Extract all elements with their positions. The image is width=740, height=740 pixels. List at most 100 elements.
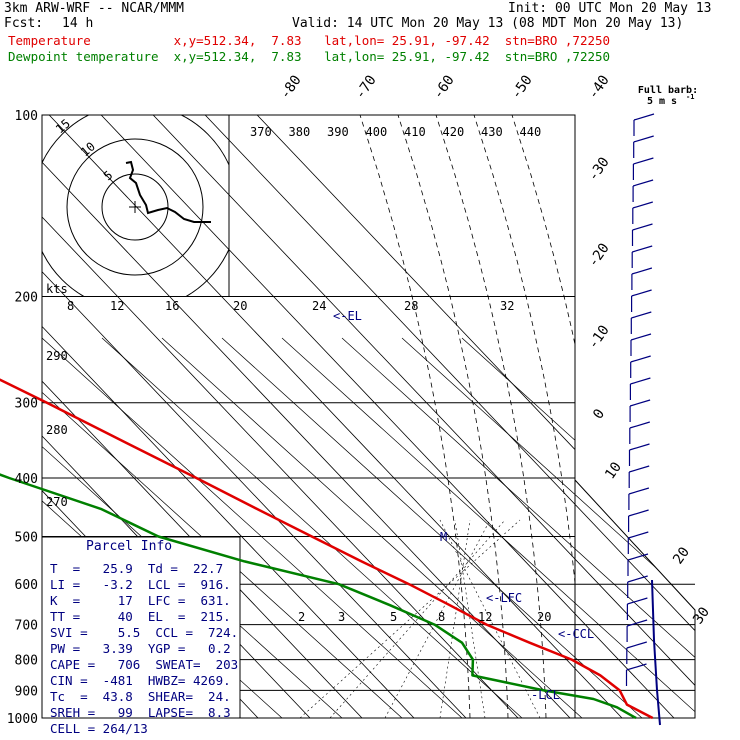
melting-marker: M: [440, 530, 447, 544]
ccl-marker: <-CCL: [558, 627, 594, 641]
parcel-info-title: Parcel Info: [86, 539, 173, 554]
forecast-label: Fcst:: [4, 16, 44, 31]
dewpoint-profile: [0, 473, 637, 720]
theta-label: 370: [250, 125, 272, 139]
isotherm: [48, 115, 623, 718]
wind-barb: [630, 333, 652, 341]
temperature-label: -80: [277, 72, 305, 102]
mixing-ratio-line: [454, 519, 486, 719]
parcel-info-row: LI = -3.2 LCL = 916.: [50, 577, 231, 592]
mixing-ratio-label: 12: [478, 610, 492, 624]
wind-barb: [629, 465, 650, 473]
wind-barb: [631, 289, 652, 297]
hodograph-ring-label: 10: [78, 139, 98, 159]
el-marker: <-EL: [333, 309, 362, 323]
skewt-grid: [41, 114, 696, 719]
plot-frame-extension: [574, 479, 696, 719]
wind-barb: [632, 223, 653, 231]
wind-barb: [628, 487, 650, 495]
wind-barb: [632, 179, 654, 187]
parcel-info-row: T = 25.9 Td = 22.7: [50, 561, 224, 576]
pressure-label: 400: [15, 472, 38, 487]
parcel-info-panel: Parcel Info T = 25.9 Td = 22.7 LI = -3.2 …: [44, 537, 240, 736]
theta-label: 410: [404, 125, 426, 139]
wind-barbs: [625, 113, 661, 726]
temperature-label: 30: [690, 604, 713, 627]
theta-label: 420: [443, 125, 465, 139]
pressure-label: 800: [15, 654, 38, 669]
barb-legend-sup: -1: [686, 93, 694, 101]
dewpoint-legend: Dewpoint temperature x,y=512.34, 7.83 la…: [8, 49, 611, 64]
pressure-label: 700: [15, 619, 38, 634]
temperature-label: -10: [585, 322, 613, 352]
temperature-label: -20: [585, 240, 613, 270]
hodograph-trace: [125, 160, 211, 223]
parcel-info-rows: T = 25.9 Td = 22.7 LI = -3.2 LCL = 916. K …: [50, 561, 238, 737]
knots-label: 20: [233, 299, 247, 313]
isotherm: [256, 115, 695, 718]
dry-adiabat: [401, 337, 695, 718]
hodograph-ring-label: 5: [101, 168, 116, 183]
dry-adiabat: [101, 337, 523, 718]
barb-legend-line2: 5 m s: [647, 96, 677, 107]
theta-label: 430: [481, 125, 503, 139]
wind-barb: [631, 311, 652, 319]
temperature-label: 0: [590, 406, 608, 422]
dry-adiabat: [221, 337, 643, 718]
wind-barb: [628, 509, 649, 517]
parcel-info-row: PW = 3.39 YGP = 0.2: [50, 641, 231, 656]
hodograph-ring-label: 15: [53, 116, 73, 136]
wind-barb: [627, 553, 649, 561]
parcel-info-row: SREH = 99 LAPSE= 8.3: [50, 705, 231, 720]
valid-time: Valid: 14 UTC Mon 20 May 13 (08 MDT Mon …: [292, 16, 684, 31]
wind-barb: [629, 421, 650, 429]
wind-barb: [630, 355, 651, 363]
pressure-label: 1000: [7, 712, 38, 727]
hodograph-ring: [101, 173, 169, 241]
mixing-ratio-label: 2: [298, 610, 305, 624]
theta-left-label: 280: [46, 423, 68, 437]
wind-barb: [626, 663, 647, 671]
temperature-label: -50: [508, 72, 536, 102]
wind-barb: [632, 245, 653, 253]
wind-barb: [628, 531, 649, 539]
theta-left-label: 290: [46, 349, 68, 363]
mixing-ratio-line: [299, 519, 521, 719]
isotherm: [42, 115, 467, 718]
dry-adiabat: [42, 337, 403, 718]
wind-barb: [626, 619, 648, 627]
mixing-ratio-label: 20: [537, 610, 551, 624]
isotherm: [42, 115, 415, 718]
isotherm: [152, 115, 695, 718]
wind-barb: [627, 597, 648, 605]
temperature-legend: Temperature x,y=512.34, 7.83 lat,lon= 25…: [8, 33, 611, 48]
barb-legend-line1: Full barb:: [638, 85, 698, 96]
parcel-info-row: CELL = 264/13: [50, 721, 148, 736]
pressure-label: 500: [15, 530, 38, 545]
dry-adiabat: [42, 337, 463, 718]
lfc-marker: <-LFC: [486, 591, 522, 605]
parcel-info-row: TT = 40 EL = 215.: [50, 609, 231, 624]
pressure-label: 200: [15, 291, 38, 306]
isotherm: [100, 115, 675, 718]
parcel-info-row: Tc = 43.8 SHEAR= 24.: [50, 689, 231, 704]
forecast-hour: 14 h: [62, 16, 94, 31]
knots-label: 8: [67, 299, 74, 313]
wind-barb: [633, 113, 655, 121]
wind-barb: [630, 377, 651, 385]
knots-label: 24: [312, 299, 326, 313]
temperature-label: 10: [602, 459, 625, 482]
mixing-ratio-line: [384, 519, 491, 719]
wind-barb: [633, 135, 654, 143]
dry-adiabat: [281, 337, 695, 718]
temperature-label: -40: [585, 72, 613, 102]
isotherm: [204, 115, 695, 718]
mixing-ratio-label: 5: [390, 610, 397, 624]
theta-left-label: 270: [46, 495, 68, 509]
moist-adiabat: [397, 115, 509, 718]
parcel-info-frame: [41, 536, 241, 719]
wind-barb: [629, 399, 651, 407]
init-time: Init: 00 UTC Mon 20 May 13: [508, 1, 712, 16]
